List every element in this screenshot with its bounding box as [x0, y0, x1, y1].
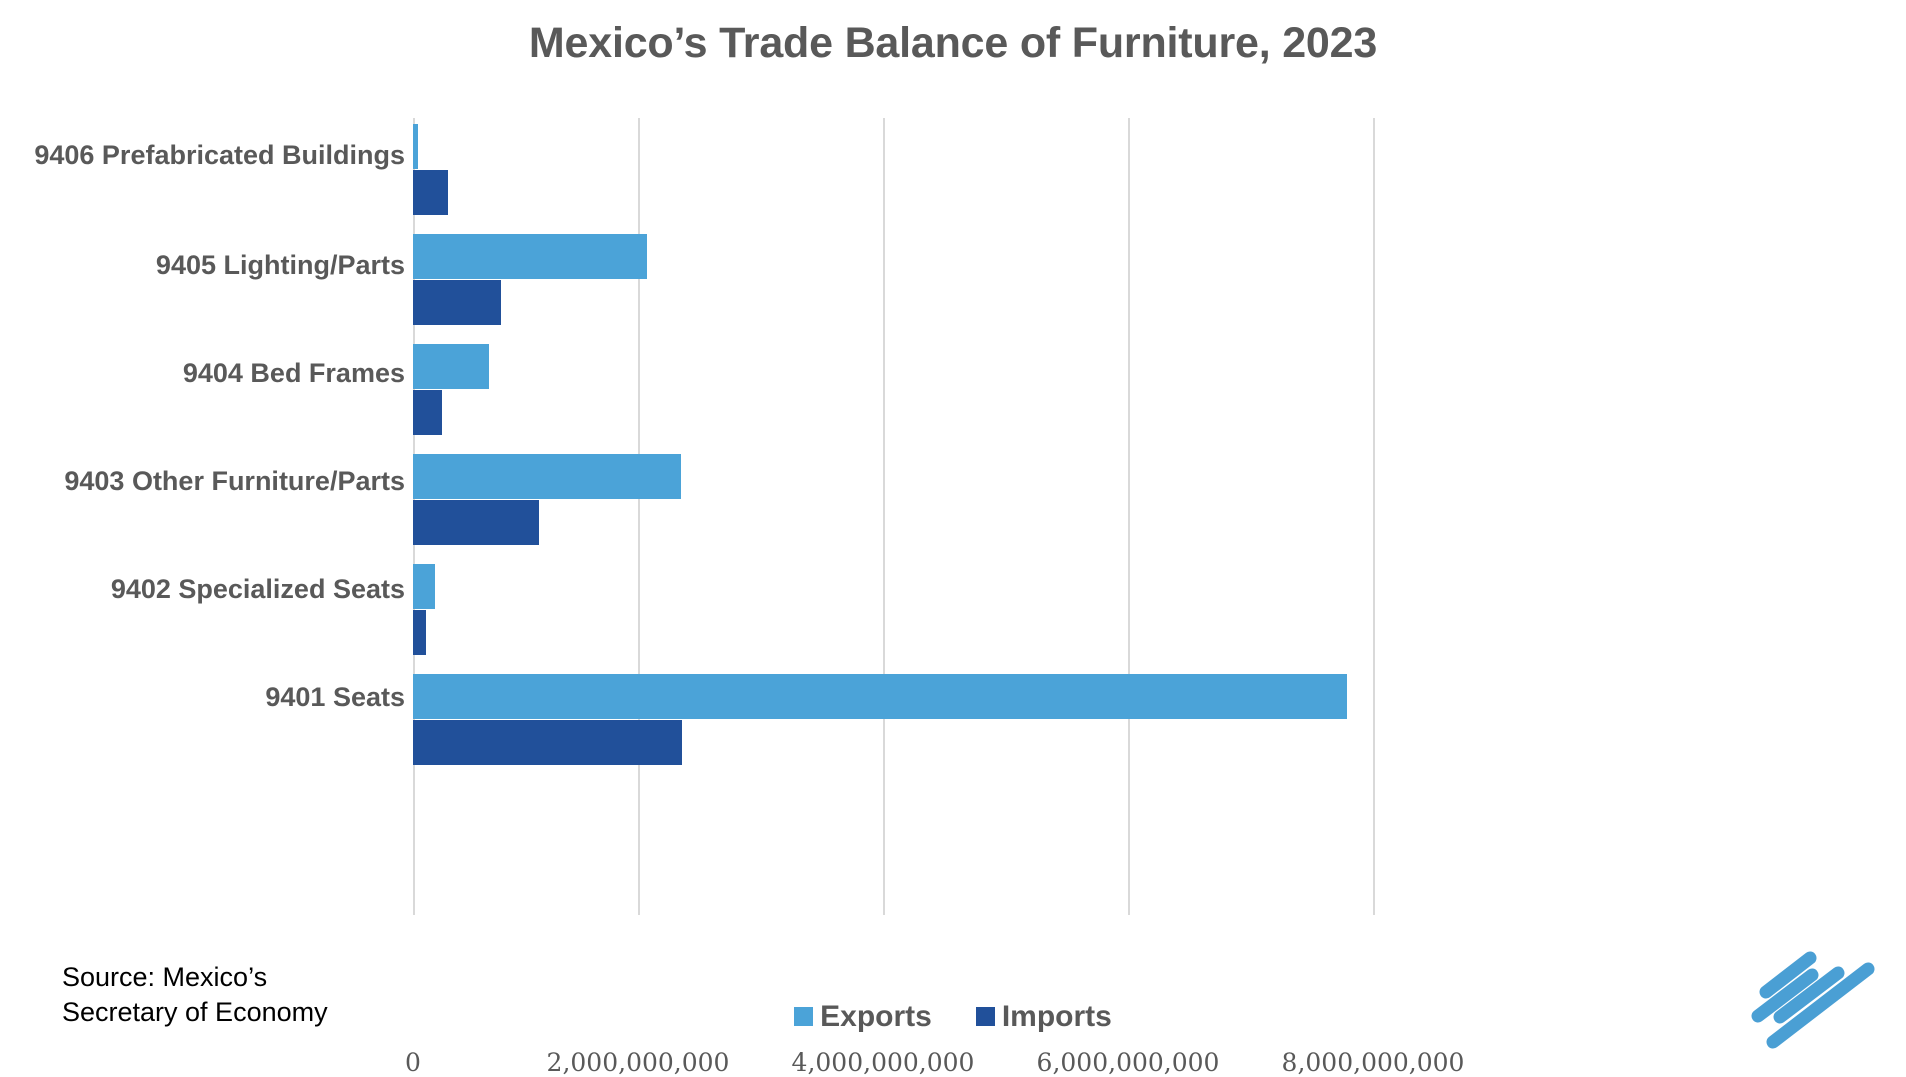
- bar-9402-imports: [413, 610, 426, 655]
- bar-group-9404: [413, 344, 1700, 436]
- gridline-6000000000: [1128, 118, 1130, 915]
- brand-logo: [1740, 950, 1900, 1060]
- bar-9406-exports: [413, 124, 418, 169]
- y-axis-label-9406: 9406 Prefabricated Buildings: [34, 140, 405, 170]
- x-axis-tick-8b: 8,000,000,000: [1281, 1048, 1465, 1077]
- legend-swatch-imports-icon: [975, 1007, 995, 1026]
- gridline-2000000000: [638, 118, 640, 915]
- legend-label-imports: Imports: [1001, 1000, 1112, 1033]
- bar-9405-imports: [413, 280, 501, 325]
- chart-legend: Exports Imports: [0, 1000, 1906, 1034]
- diagonal-stripes-logo-icon: [1751, 951, 1875, 1049]
- bar-group-9406: [413, 124, 1700, 216]
- legend-swatch-exports-icon: [794, 1007, 814, 1026]
- legend-item-exports[interactable]: Exports: [794, 1000, 932, 1034]
- chart-title: Mexico’s Trade Balance of Furniture, 202…: [528, 19, 1378, 67]
- y-axis-label-9401: 9401 Seats: [265, 682, 405, 712]
- bar-group-9401: [413, 674, 1700, 766]
- plot-area: 0 2,000,000,000 4,000,000,000 6,000,000,…: [405, 118, 1700, 1077]
- y-axis-label-9402: 9402 Specialized Seats: [110, 574, 405, 604]
- bar-9404-imports: [413, 390, 442, 435]
- y-axis-label-9404: 9404 Bed Frames: [182, 358, 405, 388]
- bar-9402-exports: [413, 564, 435, 609]
- gridline-8000000000: [1373, 118, 1375, 915]
- bar-group-9405: [413, 234, 1700, 326]
- y-axis-label-9405: 9405 Lighting/Parts: [155, 250, 405, 280]
- gridline-4000000000: [883, 118, 885, 915]
- bar-group-9403: [413, 454, 1700, 546]
- bar-group-9402: [413, 564, 1700, 656]
- bar-9404-exports: [413, 344, 489, 389]
- legend-label-exports: Exports: [820, 1000, 932, 1033]
- bar-9403-exports: [413, 454, 681, 499]
- legend-item-imports[interactable]: Imports: [975, 1000, 1112, 1034]
- y-axis-label-9403: 9403 Other Furniture/Parts: [64, 466, 405, 496]
- source-note: Source: Mexico’s Secretary of Economy: [62, 960, 328, 1029]
- bar-9401-exports: [413, 674, 1347, 719]
- bar-9401-imports: [413, 720, 682, 765]
- bar-9406-imports: [413, 170, 448, 215]
- source-note-line-1: Source: Mexico’s: [62, 962, 268, 992]
- bar-9403-imports: [413, 500, 539, 545]
- bar-9405-exports: [413, 234, 647, 279]
- source-note-line-2: Secretary of Economy: [62, 996, 328, 1027]
